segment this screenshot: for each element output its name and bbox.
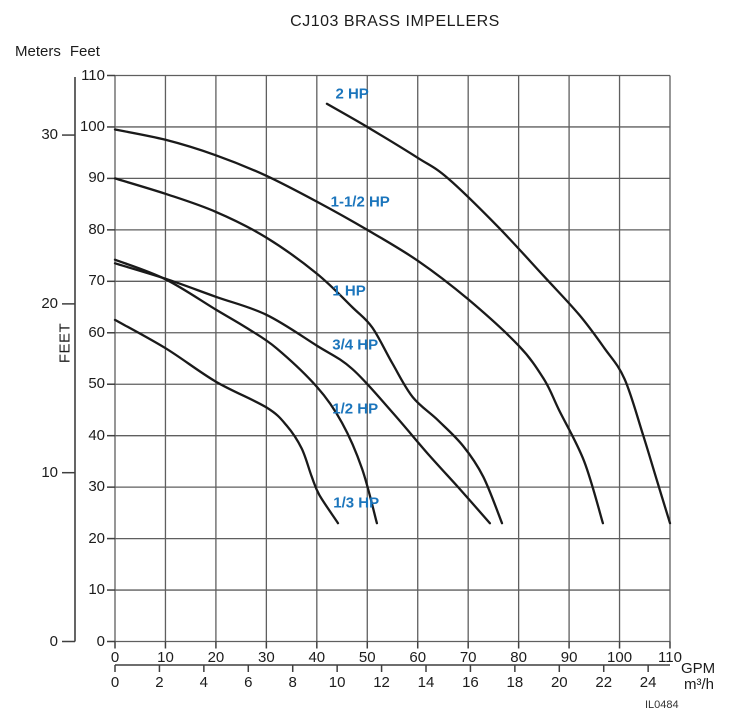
feet-header-label: Feet bbox=[69, 43, 100, 60]
gpm-tick-label: 40 bbox=[308, 649, 326, 666]
m3h-tick-label: 20 bbox=[550, 674, 568, 691]
gpm-unit-label: GPM bbox=[681, 660, 716, 677]
gpm-tick-label: 90 bbox=[560, 649, 578, 666]
gpm-tick-label: 0 bbox=[110, 649, 120, 666]
feet-tick-label: 0 bbox=[96, 632, 105, 650]
gpm-tick-label: 100 bbox=[607, 649, 633, 666]
feet-tick-label: 40 bbox=[88, 426, 105, 444]
feet-tick-label: 10 bbox=[88, 581, 105, 599]
m3h-tick-label: 14 bbox=[417, 674, 435, 691]
m3h-tick-label: 16 bbox=[462, 674, 479, 691]
m3h-tick-label: 8 bbox=[288, 674, 297, 691]
curve-label-1-3hp: 1/3 HP bbox=[333, 494, 380, 512]
feet-tick-label: 70 bbox=[88, 272, 105, 290]
gpm-tick-label: 80 bbox=[510, 649, 527, 666]
feet-tick-label: 100 bbox=[79, 117, 105, 135]
curve-label-3-4hp: 3/4 HP bbox=[332, 336, 379, 354]
gpm-tick-label: 20 bbox=[207, 649, 225, 666]
curve-label-2hp: 2 HP bbox=[335, 85, 369, 103]
gpm-tick-label: 10 bbox=[157, 649, 174, 666]
m3h-tick-label: 2 bbox=[155, 674, 164, 691]
gpm-tick-label: 50 bbox=[358, 649, 376, 666]
chart-title: CJ103 BRASS IMPELLERS bbox=[290, 13, 500, 30]
meters-header-label: Meters bbox=[15, 43, 61, 60]
feet-tick-label: 20 bbox=[88, 529, 105, 547]
feet-tick-label: 110 bbox=[81, 66, 105, 84]
meters-tick-label: 0 bbox=[49, 632, 58, 650]
meters-tick-label: 20 bbox=[41, 294, 58, 312]
feet-tick-label: 60 bbox=[88, 323, 105, 341]
curve-label-1-5hp: 1-1/2 HP bbox=[330, 193, 390, 211]
feet-tick-label: 30 bbox=[88, 478, 105, 496]
curve-label-1hp: 1 HP bbox=[332, 282, 366, 300]
feet-tick-label: 50 bbox=[88, 375, 105, 393]
feet-tick-label: 80 bbox=[88, 220, 105, 238]
m3h-tick-label: 10 bbox=[328, 674, 346, 691]
figure-code: IL0484 bbox=[645, 699, 679, 711]
left-axis-header: Meters Feet bbox=[15, 43, 100, 60]
gpm-tick-label: 30 bbox=[258, 649, 275, 666]
meters-tick-label: 10 bbox=[41, 463, 58, 481]
gpm-tick-label: 60 bbox=[409, 649, 427, 666]
curve-label-1-2hp: 1/2 HP bbox=[332, 400, 379, 418]
m3h-tick-label: 0 bbox=[110, 674, 120, 691]
m3h-tick-label: 4 bbox=[199, 674, 209, 691]
m3h-tick-label: 24 bbox=[639, 674, 657, 691]
m3h-tick-label: 22 bbox=[595, 674, 613, 691]
m3h-tick-label: 18 bbox=[506, 674, 524, 691]
m3h-tick-label: 12 bbox=[373, 674, 390, 691]
m3h-unit-label: m³/h bbox=[684, 676, 714, 693]
meters-tick-label: 30 bbox=[41, 126, 58, 144]
m3h-tick-label: 6 bbox=[244, 674, 253, 691]
gpm-tick-label: 110 bbox=[658, 649, 682, 666]
gpm-tick-label: 70 bbox=[459, 649, 477, 666]
feet-tick-label: 90 bbox=[88, 169, 105, 187]
